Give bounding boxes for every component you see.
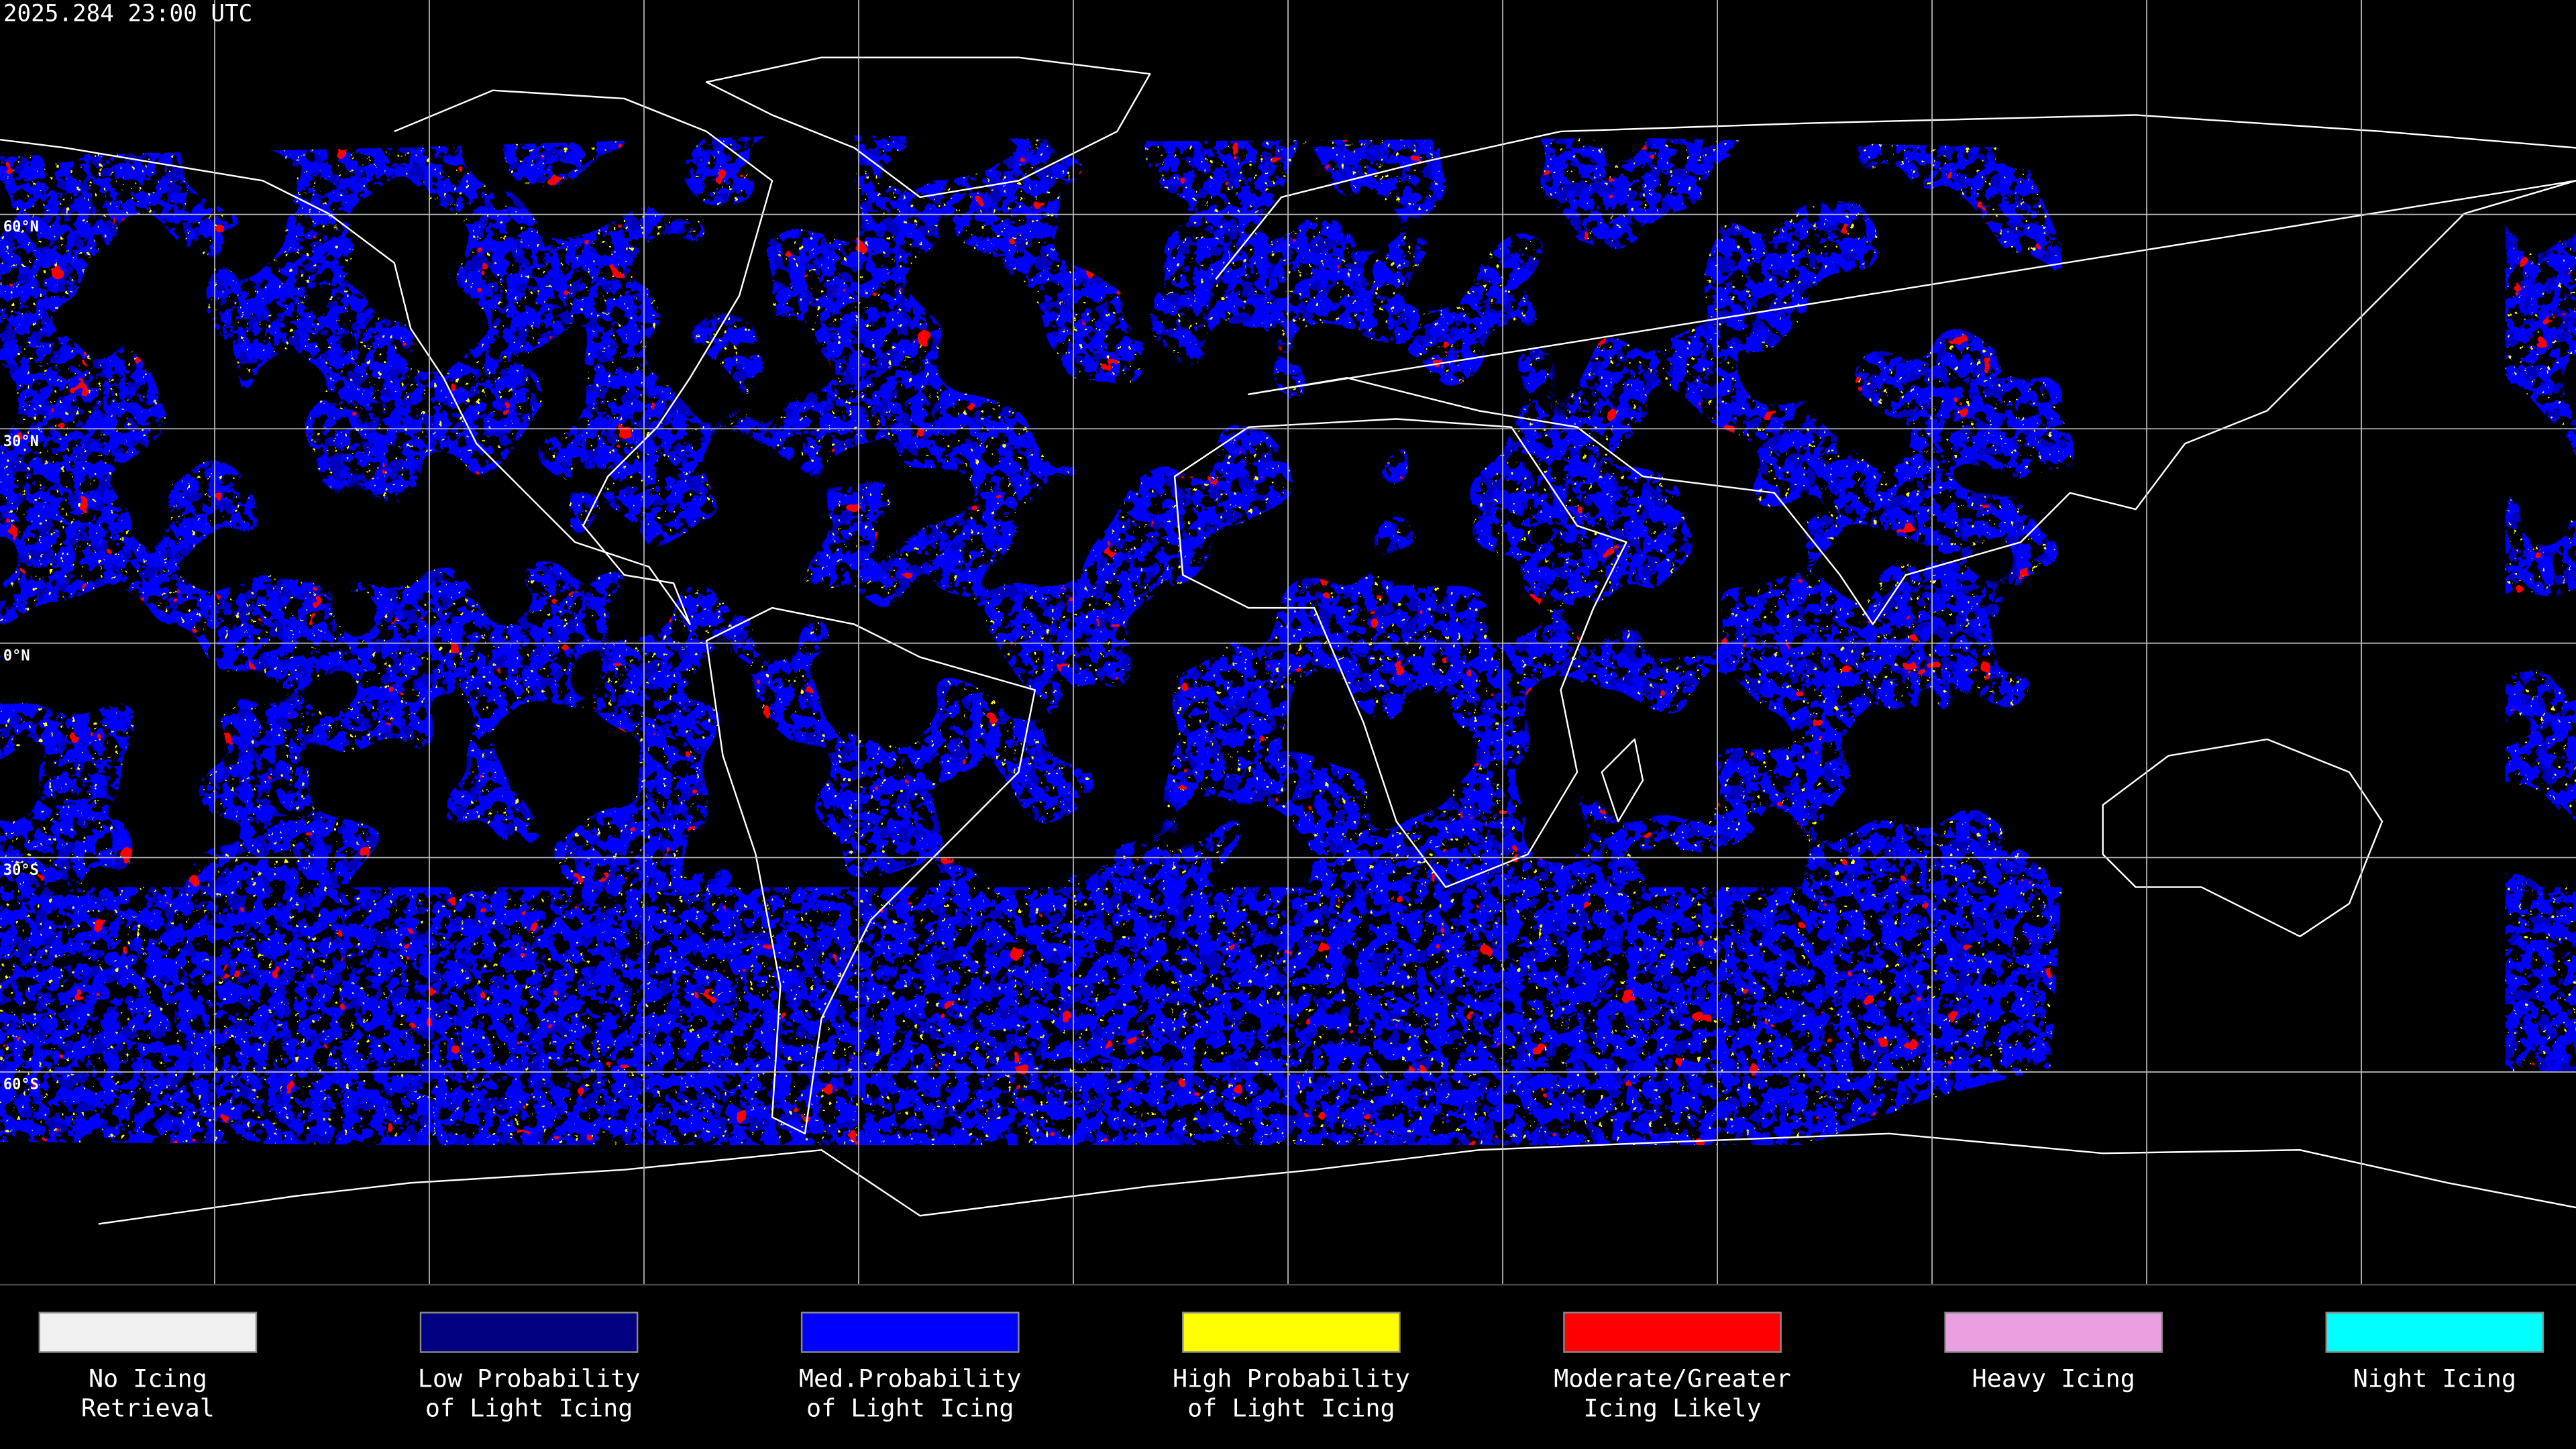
coastline [0,89,773,625]
coastline [1215,114,2576,625]
latitude-label: 60°N [3,219,39,235]
coastline [2102,738,2383,938]
coastlines [0,56,2576,1225]
legend-label: Icing Likely [1583,1394,1761,1423]
legend-swatch [1182,1311,1401,1353]
legend-label: Low Probability [418,1364,641,1393]
coastline [705,56,1151,199]
legend-label: of Light Icing [1187,1394,1395,1423]
legend-swatch [1563,1311,1782,1353]
legend-label: Moderate/Greater [1554,1364,1791,1393]
graticule: 60°N 30°N 0°N 30°S 60°S [0,0,2576,1285]
coastline [1601,738,1644,822]
legend-swatch [2325,1311,2544,1353]
latitude-label: 30°N [3,433,39,450]
timestamp: 2025.284 23:00 UTC [3,1,252,28]
legend-label: Night Icing [2353,1364,2516,1393]
legend-label: of Light Icing [806,1394,1014,1423]
legend-label: High Probability [1173,1364,1410,1393]
legend-label: Retrieval [81,1394,215,1423]
legend-label: Heavy Icing [1972,1364,2135,1393]
legend-swatch [419,1311,639,1353]
legend-label: Med.Probability [799,1364,1022,1393]
legend-swatch [800,1311,1020,1353]
coastline [705,606,1036,1135]
legend-label: No Icing [89,1364,207,1393]
latitude-label: 60°S [3,1077,39,1093]
coastline [98,1132,2576,1225]
legend-swatch [1944,1311,2163,1353]
latitude-label: 30°S [3,862,39,879]
legend-swatch [38,1311,258,1353]
legend-label: of Light Icing [425,1394,633,1423]
coastline [1173,418,1627,888]
latitude-label: 0°N [3,647,30,664]
